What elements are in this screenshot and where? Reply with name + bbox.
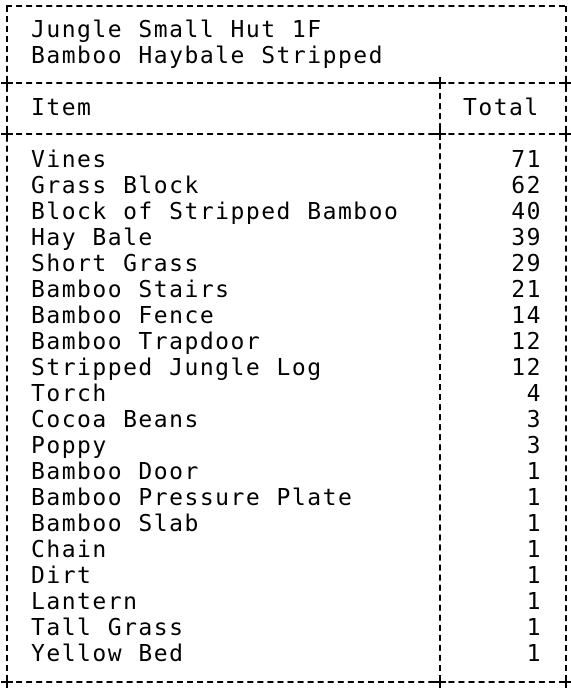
item-total: 12 — [511, 355, 542, 381]
junction-mark — [434, 676, 446, 688]
item-name: Grass Block — [31, 173, 200, 199]
junction-mark — [1, 77, 13, 89]
item-total: 71 — [511, 147, 542, 173]
table-row: Lantern 1 — [0, 589, 571, 615]
item-total: 1 — [526, 641, 542, 667]
item-total: 21 — [511, 277, 542, 303]
item-name: Bamboo Stairs — [31, 277, 231, 303]
item-name: Tall Grass — [31, 615, 185, 641]
item-total: 40 — [511, 199, 542, 225]
item-name: Bamboo Slab — [31, 511, 200, 537]
item-total: 62 — [511, 173, 542, 199]
table-row: Torch 4 — [0, 381, 571, 407]
item-name: Bamboo Door — [31, 459, 200, 485]
junction-mark — [434, 77, 446, 89]
table-body: Vines 71 Grass Block 62 Block of Stripped … — [0, 147, 571, 667]
item-total: 1 — [526, 485, 542, 511]
column-header-item: Item — [31, 95, 93, 121]
table-row: Bamboo Door 1 — [0, 459, 571, 485]
item-total: 1 — [526, 511, 542, 537]
table-row: Tall Grass 1 — [0, 615, 571, 641]
item-name: Bamboo Fence — [31, 303, 216, 329]
title-line-1: Jungle Small Hut 1F — [31, 17, 323, 43]
table-row: Vines 71 — [0, 147, 571, 173]
table-row: Bamboo Fence 14 — [0, 303, 571, 329]
junction-mark — [560, 128, 571, 140]
junction-mark — [560, 676, 571, 688]
table-row: Dirt 1 — [0, 563, 571, 589]
item-name: Stripped Jungle Log — [31, 355, 323, 381]
item-total: 1 — [526, 537, 542, 563]
table-row: Bamboo Stairs 21 — [0, 277, 571, 303]
item-name: Lantern — [31, 589, 139, 615]
column-header-total: Total — [463, 95, 540, 121]
item-name: Torch — [31, 381, 108, 407]
item-name: Poppy — [31, 433, 108, 459]
header-bottom-border — [6, 133, 565, 135]
item-total: 1 — [526, 589, 542, 615]
item-name: Short Grass — [31, 251, 200, 277]
item-total: 3 — [526, 433, 542, 459]
table-row: Bamboo Slab 1 — [0, 511, 571, 537]
right-border — [565, 6, 567, 681]
left-border — [6, 6, 8, 681]
junction-mark — [1, 128, 13, 140]
item-name: Yellow Bed — [31, 641, 185, 667]
item-name: Bamboo Trapdoor — [31, 329, 262, 355]
item-total: 1 — [526, 615, 542, 641]
item-name: Hay Bale — [31, 225, 154, 251]
table-row: Stripped Jungle Log 12 — [0, 355, 571, 381]
table-row: Bamboo Pressure Plate 1 — [0, 485, 571, 511]
junction-mark — [560, 77, 571, 89]
bottom-border — [6, 681, 565, 683]
item-name: Block of Stripped Bamboo — [31, 199, 400, 225]
column-divider — [439, 83, 441, 681]
table-row: Grass Block 62 — [0, 173, 571, 199]
junction-mark — [1, 676, 13, 688]
table-row: Yellow Bed 1 — [0, 641, 571, 667]
table-row: Short Grass 29 — [0, 251, 571, 277]
junction-mark — [434, 128, 446, 140]
table-row: Poppy 3 — [0, 433, 571, 459]
table-row: Bamboo Trapdoor 12 — [0, 329, 571, 355]
item-name: Bamboo Pressure Plate — [31, 485, 354, 511]
item-name: Dirt — [31, 563, 93, 589]
item-total: 14 — [511, 303, 542, 329]
item-name: Cocoa Beans — [31, 407, 200, 433]
item-total: 12 — [511, 329, 542, 355]
item-total: 3 — [526, 407, 542, 433]
item-name: Vines — [31, 147, 108, 173]
item-total: 4 — [526, 381, 542, 407]
table-row: Block of Stripped Bamboo 40 — [0, 199, 571, 225]
item-total: 29 — [511, 251, 542, 277]
item-total: 39 — [511, 225, 542, 251]
table-row: Chain 1 — [0, 537, 571, 563]
item-total: 1 — [526, 459, 542, 485]
item-name: Chain — [31, 537, 108, 563]
table-row: Hay Bale 39 — [0, 225, 571, 251]
table-row: Cocoa Beans 3 — [0, 407, 571, 433]
item-total: 1 — [526, 563, 542, 589]
top-border — [6, 5, 565, 7]
title-bottom-border — [6, 82, 565, 84]
title-line-2: Bamboo Haybale Stripped — [31, 43, 384, 69]
